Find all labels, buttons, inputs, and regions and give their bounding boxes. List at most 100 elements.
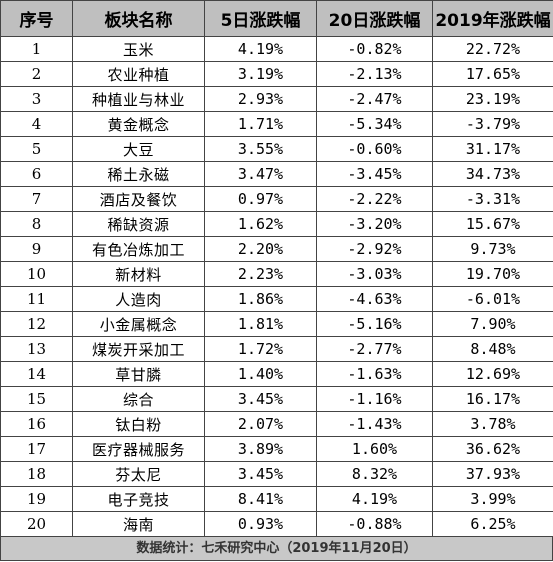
change-5d-cell: 1.86% — [204, 286, 317, 312]
change-5d-cell: 3.89% — [204, 436, 317, 462]
sector-name-cell: 小金属概念 — [72, 311, 205, 337]
change-20d-cell: -1.16% — [316, 386, 433, 412]
header-index: 序号 — [0, 0, 73, 37]
sector-name-cell: 玉米 — [72, 36, 205, 62]
change-2019-cell: 12.69% — [432, 361, 553, 387]
change-2019-cell: 31.17% — [432, 136, 553, 162]
change-20d-cell: -4.63% — [316, 286, 433, 312]
change-5d-cell: 1.71% — [204, 111, 317, 137]
change-20d-cell: -3.45% — [316, 161, 433, 187]
index-cell: 9 — [0, 236, 73, 262]
sector-name-cell: 综合 — [72, 386, 205, 412]
table-row: 20 海南 0.93% -0.88% 6.25% — [0, 511, 553, 537]
index-cell: 5 — [0, 136, 73, 162]
sector-name-cell: 钛白粉 — [72, 411, 205, 437]
change-5d-cell: 3.19% — [204, 61, 317, 87]
change-5d-cell: 1.81% — [204, 311, 317, 337]
index-cell: 7 — [0, 186, 73, 212]
table-row: 4 黄金概念 1.71% -5.34% -3.79% — [0, 111, 553, 137]
change-2019-cell: 16.17% — [432, 386, 553, 412]
change-20d-cell: -0.60% — [316, 136, 433, 162]
table-row: 2 农业种植 3.19% -2.13% 17.65% — [0, 61, 553, 87]
change-20d-cell: -2.13% — [316, 61, 433, 87]
change-5d-cell: 8.41% — [204, 486, 317, 512]
change-5d-cell: 3.47% — [204, 161, 317, 187]
change-2019-cell: 3.78% — [432, 411, 553, 437]
change-20d-cell: -1.43% — [316, 411, 433, 437]
sector-name-cell: 电子竞技 — [72, 486, 205, 512]
change-5d-cell: 2.07% — [204, 411, 317, 437]
sector-name-cell: 煤炭开采加工 — [72, 336, 205, 362]
table-row: 13 煤炭开采加工 1.72% -2.77% 8.48% — [0, 336, 553, 362]
table-row: 16 钛白粉 2.07% -1.43% 3.78% — [0, 411, 553, 437]
index-cell: 16 — [0, 411, 73, 437]
change-20d-cell: -5.16% — [316, 311, 433, 337]
table-row: 14 草甘膦 1.40% -1.63% 12.69% — [0, 361, 553, 387]
sector-name-cell: 有色冶炼加工 — [72, 236, 205, 262]
sector-name-cell: 大豆 — [72, 136, 205, 162]
header-sector-name: 板块名称 — [72, 0, 205, 37]
index-cell: 1 — [0, 36, 73, 62]
sector-name-cell: 医疗器械服务 — [72, 436, 205, 462]
table-row: 1 玉米 4.19% -0.82% 22.72% — [0, 36, 553, 62]
sector-name-cell: 稀土永磁 — [72, 161, 205, 187]
index-cell: 10 — [0, 261, 73, 287]
index-cell: 17 — [0, 436, 73, 462]
index-cell: 13 — [0, 336, 73, 362]
index-cell: 3 — [0, 86, 73, 112]
table-row: 9 有色冶炼加工 2.20% -2.92% 9.73% — [0, 236, 553, 262]
change-5d-cell: 1.72% — [204, 336, 317, 362]
change-5d-cell: 0.93% — [204, 511, 317, 537]
change-5d-cell: 1.40% — [204, 361, 317, 387]
change-20d-cell: -0.82% — [316, 36, 433, 62]
sector-name-cell: 稀缺资源 — [72, 211, 205, 237]
index-cell: 14 — [0, 361, 73, 387]
change-2019-cell: 37.93% — [432, 461, 553, 487]
change-20d-cell: -2.22% — [316, 186, 433, 212]
change-5d-cell: 2.23% — [204, 261, 317, 287]
sector-name-cell: 新材料 — [72, 261, 205, 287]
change-5d-cell: 0.97% — [204, 186, 317, 212]
table-row: 11 人造肉 1.86% -4.63% -6.01% — [0, 286, 553, 312]
change-5d-cell: 3.55% — [204, 136, 317, 162]
change-20d-cell: 1.60% — [316, 436, 433, 462]
change-5d-cell: 3.45% — [204, 461, 317, 487]
change-2019-cell: -3.31% — [432, 186, 553, 212]
change-5d-cell: 4.19% — [204, 36, 317, 62]
index-cell: 20 — [0, 511, 73, 537]
table-row: 12 小金属概念 1.81% -5.16% 7.90% — [0, 311, 553, 337]
change-2019-cell: 3.99% — [432, 486, 553, 512]
change-2019-cell: 8.48% — [432, 336, 553, 362]
change-2019-cell: 7.90% — [432, 311, 553, 337]
data-source-footer: 数据统计：七禾研究中心（2019年11月20日） — [0, 537, 553, 561]
change-20d-cell: -2.47% — [316, 86, 433, 112]
change-5d-cell: 2.93% — [204, 86, 317, 112]
change-2019-cell: 22.72% — [432, 36, 553, 62]
sector-name-cell: 农业种植 — [72, 61, 205, 87]
index-cell: 8 — [0, 211, 73, 237]
table-row: 5 大豆 3.55% -0.60% 31.17% — [0, 136, 553, 162]
change-5d-cell: 3.45% — [204, 386, 317, 412]
change-20d-cell: 8.32% — [316, 461, 433, 487]
header-row: 序号 板块名称 5日涨跌幅 20日涨跌幅 2019年涨跌幅 — [0, 0, 553, 37]
index-cell: 15 — [0, 386, 73, 412]
sector-name-cell: 芬太尼 — [72, 461, 205, 487]
change-2019-cell: 17.65% — [432, 61, 553, 87]
change-20d-cell: -1.63% — [316, 361, 433, 387]
table-row: 19 电子竞技 8.41% 4.19% 3.99% — [0, 486, 553, 512]
index-cell: 18 — [0, 461, 73, 487]
sector-name-cell: 黄金概念 — [72, 111, 205, 137]
table-row: 15 综合 3.45% -1.16% 16.17% — [0, 386, 553, 412]
index-cell: 11 — [0, 286, 73, 312]
change-20d-cell: -2.77% — [316, 336, 433, 362]
change-2019-cell: 36.62% — [432, 436, 553, 462]
sector-name-cell: 海南 — [72, 511, 205, 537]
table-row: 10 新材料 2.23% -3.03% 19.70% — [0, 261, 553, 287]
change-20d-cell: 4.19% — [316, 486, 433, 512]
table-body: 1 玉米 4.19% -0.82% 22.72% 2 农业种植 3.19% -2.13% 17.6… — [0, 36, 553, 537]
change-20d-cell: -0.88% — [316, 511, 433, 537]
change-20d-cell: -3.20% — [316, 211, 433, 237]
sector-name-cell: 人造肉 — [72, 286, 205, 312]
table-row: 3 种植业与林业 2.93% -2.47% 23.19% — [0, 86, 553, 112]
